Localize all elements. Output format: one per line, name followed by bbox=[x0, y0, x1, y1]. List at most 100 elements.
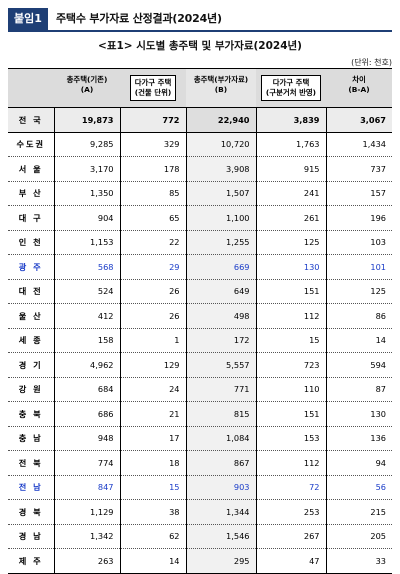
b-cell: 1,507 bbox=[186, 181, 256, 206]
region-cell: 서 울 bbox=[8, 156, 54, 182]
region-cell: 경 남 bbox=[8, 524, 54, 549]
multi-building-cell: 329 bbox=[119, 132, 187, 157]
multi-split-cell: 130 bbox=[255, 254, 327, 280]
diff-cell: 14 bbox=[325, 328, 392, 353]
region-cell: 전 북 bbox=[8, 450, 54, 476]
b-cell: 3,908 bbox=[186, 156, 256, 182]
b-cell: 1,344 bbox=[186, 499, 256, 525]
multi-split-cell: 261 bbox=[255, 205, 327, 231]
diff-cell: 101 bbox=[325, 254, 392, 280]
table-row: 경 남 1,342 62 1,546 267 205 bbox=[8, 524, 392, 549]
multi-split-cell: 3,839 bbox=[255, 107, 327, 133]
a-cell: 904 bbox=[53, 205, 120, 231]
multi-split-cell: 1,763 bbox=[255, 132, 327, 157]
b-cell: 867 bbox=[186, 450, 256, 476]
multi-split-cell: 15 bbox=[255, 328, 327, 353]
region-cell: 충 북 bbox=[8, 401, 54, 427]
col-header-diff: 차이 (B-A) bbox=[326, 68, 392, 108]
table-row: 울 산 412 26 498 112 86 bbox=[8, 303, 392, 329]
multi-building-cell: 24 bbox=[119, 377, 187, 402]
b-cell: 1,546 bbox=[186, 524, 256, 549]
multi-building-cell: 26 bbox=[119, 279, 187, 304]
multi-split-cell: 915 bbox=[255, 156, 327, 182]
table-row: 경 북 1,129 38 1,344 253 215 bbox=[8, 499, 392, 525]
region-cell: 전 국 bbox=[8, 107, 54, 133]
b-cell: 498 bbox=[186, 303, 256, 329]
col-header-b: 총주택(부가자료) (B) bbox=[186, 68, 256, 108]
b-cell: 903 bbox=[186, 475, 256, 500]
col-header-multi-split: 다가구 주택 (구분거처 반영) bbox=[256, 68, 326, 108]
multi-building-cell: 22 bbox=[119, 230, 187, 255]
b-cell: 1,084 bbox=[186, 426, 256, 451]
b-cell: 1,100 bbox=[186, 205, 256, 231]
table-row: 제 주 263 14 295 47 33 bbox=[8, 548, 392, 574]
unit-label: (단위: 천호) bbox=[351, 58, 392, 67]
table-title: <표1> 시도별 총주택 및 부가자료(2024년) bbox=[98, 40, 302, 52]
table-header-row: 총주택(기존) (A) 다가구 주택 (건물 단위) 총주택(부가자료) (B) 다가… bbox=[8, 68, 392, 108]
multi-building-cell: 15 bbox=[119, 475, 187, 500]
table-row: 강 원 684 24 771 110 87 bbox=[8, 377, 392, 402]
multi-split-cell: 72 bbox=[255, 475, 327, 500]
col-header-multi-building: 다가구 주택 (건물 단위) bbox=[120, 68, 186, 108]
a-cell: 686 bbox=[53, 401, 120, 427]
diff-cell: 196 bbox=[325, 205, 392, 231]
region-cell: 제 주 bbox=[8, 548, 54, 574]
table-row: 인 천 1,153 22 1,255 125 103 bbox=[8, 230, 392, 255]
multi-split-cell: 110 bbox=[255, 377, 327, 402]
table-row: 전 국 19,873 772 22,940 3,839 3,067 bbox=[8, 107, 392, 133]
multi-split-cell: 253 bbox=[255, 499, 327, 525]
table-row: 대 구 904 65 1,100 261 196 bbox=[8, 205, 392, 231]
diff-cell: 94 bbox=[325, 450, 392, 476]
multi-split-cell: 47 bbox=[255, 548, 327, 574]
diff-cell: 594 bbox=[325, 352, 392, 378]
b-cell: 1,255 bbox=[186, 230, 256, 255]
multi-split-cell: 125 bbox=[255, 230, 327, 255]
multi-split-cell: 153 bbox=[255, 426, 327, 451]
region-cell: 대 구 bbox=[8, 205, 54, 231]
region-cell: 인 천 bbox=[8, 230, 54, 255]
col-header-a: 총주택(기존) (A) bbox=[54, 68, 120, 108]
region-cell: 충 남 bbox=[8, 426, 54, 451]
multi-building-cell: 85 bbox=[119, 181, 187, 206]
a-cell: 1,153 bbox=[53, 230, 120, 255]
multi-building-cell: 29 bbox=[119, 254, 187, 280]
table-row: 충 남 948 17 1,084 153 136 bbox=[8, 426, 392, 451]
multi-split-cell: 112 bbox=[255, 303, 327, 329]
diff-cell: 3,067 bbox=[325, 107, 392, 133]
table-row: 전 남 847 15 903 72 56 bbox=[8, 475, 392, 500]
multi-split-cell: 112 bbox=[255, 450, 327, 476]
diff-cell: 56 bbox=[325, 475, 392, 500]
multi-split-cell: 151 bbox=[255, 279, 327, 304]
region-cell: 세 종 bbox=[8, 328, 54, 353]
diff-cell: 157 bbox=[325, 181, 392, 206]
diff-cell: 103 bbox=[325, 230, 392, 255]
a-cell: 4,962 bbox=[53, 352, 120, 378]
a-cell: 9,285 bbox=[53, 132, 120, 157]
table-row: 부 산 1,350 85 1,507 241 157 bbox=[8, 181, 392, 206]
diff-cell: 86 bbox=[325, 303, 392, 329]
diff-cell: 87 bbox=[325, 377, 392, 402]
diff-cell: 1,434 bbox=[325, 132, 392, 157]
b-cell: 10,720 bbox=[186, 132, 256, 157]
multi-building-cell: 772 bbox=[119, 107, 187, 133]
b-cell: 5,557 bbox=[186, 352, 256, 378]
a-cell: 1,342 bbox=[53, 524, 120, 549]
page-title: 주택수 부가자료 산정결과(2024년) bbox=[56, 12, 222, 25]
multi-building-cell: 26 bbox=[119, 303, 187, 329]
region-cell: 수도권 bbox=[8, 132, 54, 157]
table-row: 전 북 774 18 867 112 94 bbox=[8, 450, 392, 476]
col-header-region bbox=[8, 68, 54, 108]
diff-cell: 136 bbox=[325, 426, 392, 451]
attachment-badge: 붙임1 bbox=[8, 8, 48, 30]
multi-building-cell: 65 bbox=[119, 205, 187, 231]
multi-building-cell: 18 bbox=[119, 450, 187, 476]
multi-building-cell: 178 bbox=[119, 156, 187, 182]
table-row: 세 종 158 1 172 15 14 bbox=[8, 328, 392, 353]
diff-cell: 125 bbox=[325, 279, 392, 304]
region-cell: 대 전 bbox=[8, 279, 54, 304]
a-cell: 1,350 bbox=[53, 181, 120, 206]
b-cell: 771 bbox=[186, 377, 256, 402]
multi-building-cell: 129 bbox=[119, 352, 187, 378]
multi-building-cell: 14 bbox=[119, 548, 187, 574]
table-row: 수도권 9,285 329 10,720 1,763 1,434 bbox=[8, 132, 392, 157]
